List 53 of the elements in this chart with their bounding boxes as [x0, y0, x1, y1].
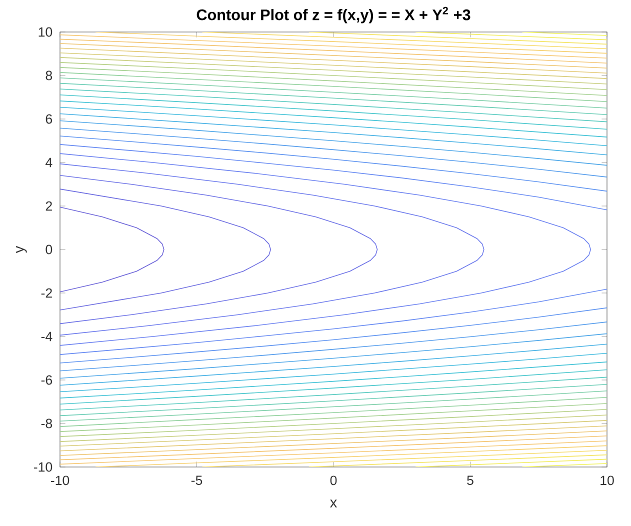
line-series	[95, 32, 607, 54]
line-series	[60, 77, 607, 109]
line-series	[60, 206, 164, 292]
x-tick-label: 0	[330, 476, 337, 486]
line-series	[60, 376, 607, 410]
line-series	[60, 420, 607, 447]
line-series	[60, 153, 591, 346]
line-series	[60, 408, 607, 437]
line-series	[60, 62, 607, 90]
y-tick-label: 4	[46, 158, 52, 168]
y-tick-label: 8	[46, 70, 52, 80]
x-tick-label: 10	[600, 476, 614, 486]
line-series	[60, 144, 607, 210]
line-series	[60, 94, 607, 130]
line-series	[60, 128, 607, 178]
y-tick-label: 10	[38, 27, 52, 37]
line-series	[60, 67, 607, 96]
y-tick-label: -4	[41, 332, 52, 342]
x-axis-title: x	[330, 500, 338, 508]
line-series	[60, 414, 607, 442]
line-series	[60, 174, 378, 324]
line-series	[202, 32, 607, 50]
line-series	[60, 88, 607, 122]
y-tick-label: -10	[34, 462, 52, 472]
y-axis-title: y	[16, 246, 27, 254]
y-tick-label: -2	[41, 288, 52, 298]
line-series	[60, 288, 607, 355]
line-series	[60, 436, 607, 460]
line-series	[60, 397, 607, 427]
line-series	[60, 163, 484, 336]
y-tick-label: -6	[41, 375, 52, 385]
line-series	[60, 369, 607, 405]
line-series	[60, 403, 607, 432]
y-tick-label: 6	[46, 114, 52, 124]
line-series	[60, 82, 607, 116]
line-series	[60, 188, 271, 310]
line-series	[60, 57, 607, 84]
line-series	[60, 307, 607, 364]
line-series	[60, 322, 607, 372]
line-series	[60, 390, 607, 422]
line-series	[60, 113, 607, 156]
y-tick-label: 2	[46, 201, 52, 211]
line-series	[60, 384, 607, 416]
line-series	[60, 440, 607, 465]
line-series	[60, 136, 607, 192]
line-series	[60, 38, 607, 64]
y-tick-label: 0	[46, 244, 52, 254]
x-tick-label: -5	[191, 476, 202, 486]
x-tick-label: 5	[467, 476, 474, 486]
y-tick-label: -8	[41, 418, 52, 428]
chart-title: Contour Plot of z = f(x,y) = = X + Y$^{2}$ +3	[196, 6, 470, 24]
line-series	[60, 52, 607, 79]
line-series	[202, 450, 607, 467]
